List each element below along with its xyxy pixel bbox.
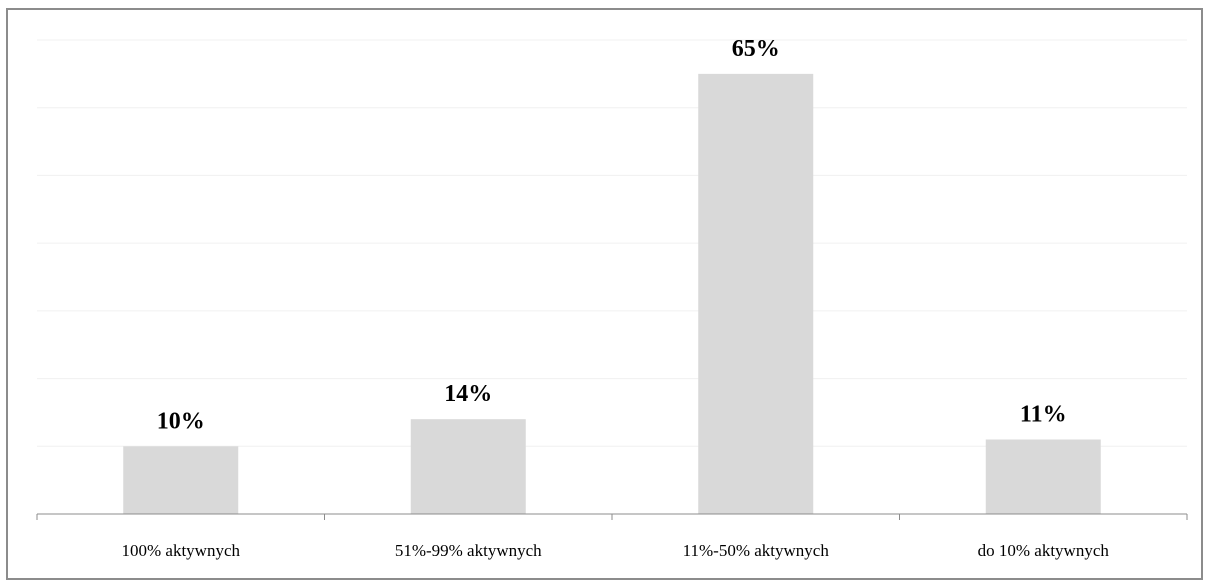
x-tick-label: 11%-50% aktywnych <box>683 541 830 560</box>
data-label: 65% <box>732 36 780 62</box>
bar <box>985 439 1101 514</box>
value-labels: 10% 14% 65% 11% <box>157 36 1067 434</box>
bar <box>123 446 239 514</box>
data-label: 10% <box>157 408 205 434</box>
bar <box>410 419 526 514</box>
x-axis: 100% aktywnych 51%-99% aktywnych 11%-50% a… <box>36 513 1188 560</box>
x-tick-label: 100% aktywnych <box>121 541 240 560</box>
x-tick-label: do 10% aktywnych <box>978 541 1110 560</box>
data-label: 11% <box>1020 402 1067 428</box>
gridlines <box>37 39 1187 447</box>
x-tick-label: 51%-99% aktywnych <box>395 541 542 560</box>
bars <box>123 73 1101 514</box>
bar <box>698 73 814 514</box>
data-label: 14% <box>444 381 492 407</box>
